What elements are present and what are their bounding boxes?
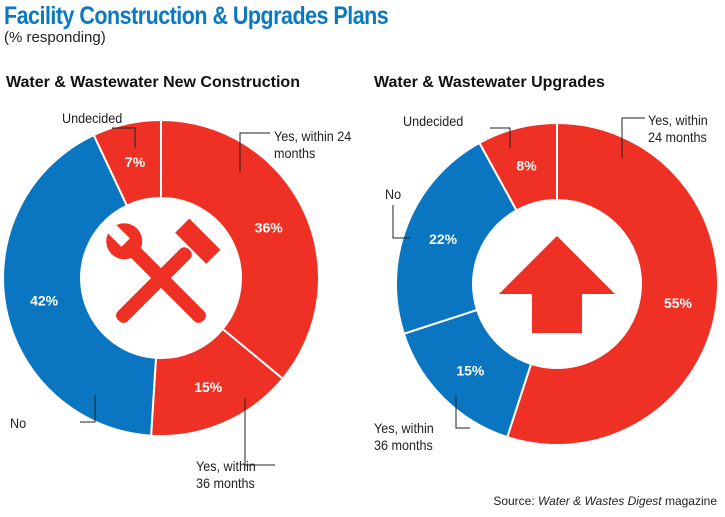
slice-value-label: 8% [516,157,537,173]
source-prefix: Source: [493,494,539,508]
label-c1-yes24: Yes, within 24 months [274,128,352,161]
label-c1-undecided: Undecided [62,110,123,126]
leader-line [112,127,136,148]
label-c2-undecided: Undecided [403,113,464,129]
leader-line [621,117,645,158]
slice-value-label: 36% [255,219,284,235]
donut-slice [505,121,719,446]
slice-value-label: 15% [194,379,223,395]
donut-slice [2,133,158,437]
label-c2-yes24: Yes, within 24 months [648,112,708,145]
leader-line [244,398,275,466]
leader-line [239,132,270,172]
chart-title-new-construction: Water & Wastewater New Construction [6,74,300,91]
page-title: Facility Construction & Upgrades Plans [4,2,389,30]
leader-line [490,127,511,148]
label-c1-yes36: Yes, within 36 months [196,458,256,491]
donut-slice [160,118,320,381]
source-suffix: magazine [661,494,717,508]
leader-line [392,205,410,239]
label-c2-no: No [385,186,402,202]
label-c2-yes36: Yes, within 36 months [374,420,434,453]
leader-line [80,395,96,423]
slice-value-label: 7% [125,154,146,170]
label-c1-no: No [10,415,27,431]
slice-value-label: 22% [429,231,458,247]
slice-value-label: 42% [30,292,59,308]
tools-icon [105,218,221,323]
donut-slice [395,141,518,336]
leader-line [455,395,470,429]
slice-value-label: 15% [456,363,485,379]
slice-value-label: 55% [664,295,693,311]
source-note: Source: Water & Wastes Digest magazine [493,494,717,508]
chart-title-upgrades: Water & Wastewater Upgrades [374,74,605,91]
source-publication: Water & Wastes Digest [538,494,662,508]
arrow-up-icon [499,236,615,333]
subtitle: (% responding) [4,29,106,46]
donut-slice [478,121,558,212]
